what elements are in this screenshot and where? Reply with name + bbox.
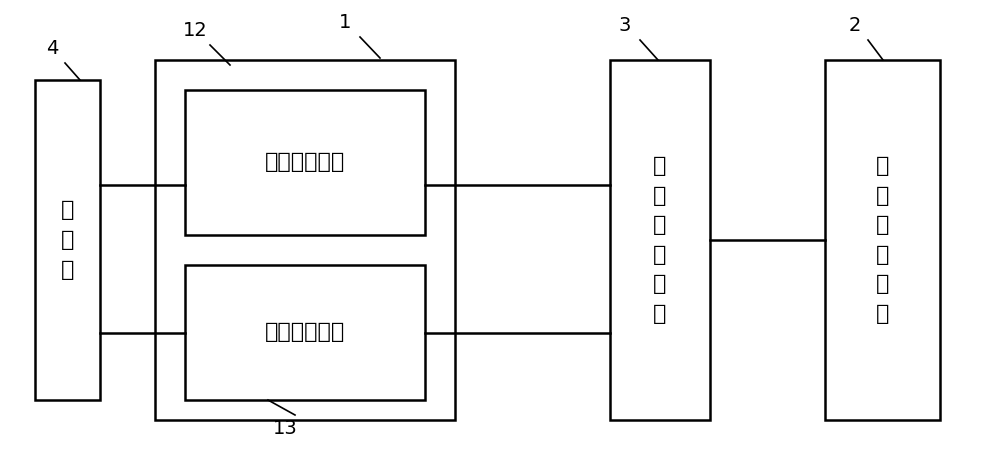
Bar xyxy=(185,265,425,400)
Text: 3: 3 xyxy=(619,16,631,35)
Bar xyxy=(610,60,710,420)
Bar xyxy=(825,60,940,420)
Text: 12: 12 xyxy=(183,20,207,39)
Bar xyxy=(35,80,100,400)
Text: 13: 13 xyxy=(273,419,297,438)
Text: 接收线圈阵列: 接收线圈阵列 xyxy=(265,322,345,343)
Bar xyxy=(155,60,455,420)
Text: 控
制
电
路
模
块: 控 制 电 路 模 块 xyxy=(876,156,889,324)
Bar xyxy=(185,90,425,235)
Text: 4: 4 xyxy=(46,38,58,57)
Text: 2: 2 xyxy=(849,16,861,35)
Text: 发射线圈阵列: 发射线圈阵列 xyxy=(265,153,345,173)
Text: 1: 1 xyxy=(339,12,351,31)
Text: 电
磁
笔: 电 磁 笔 xyxy=(61,201,74,280)
Text: 传
输
线
圈
阵
列: 传 输 线 圈 阵 列 xyxy=(653,156,667,324)
